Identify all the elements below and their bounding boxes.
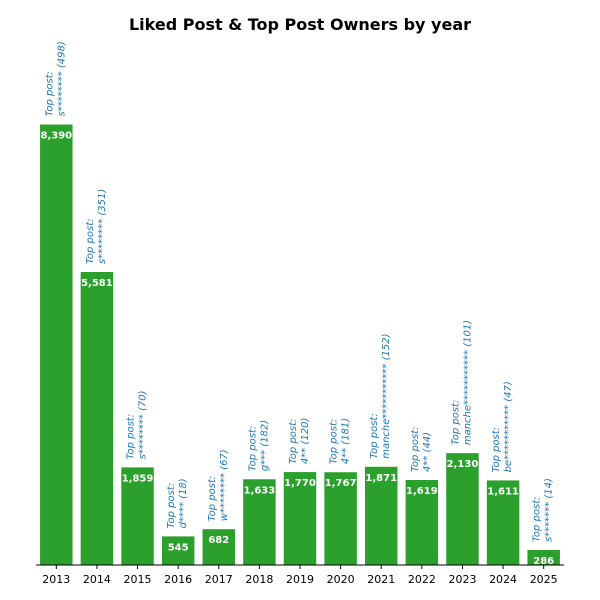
value-label-2014: 5,581 <box>81 278 113 289</box>
bar-2021 <box>364 466 398 565</box>
bars-group: 8,390 5,581 1,859 545 682 1,633 1,770 1,767 1,87… <box>40 124 560 567</box>
annotation-line-1: Top post: <box>207 476 218 521</box>
annotation-2022: Top post:4** (44) <box>410 427 433 472</box>
annotation-line-2: w******** (67) <box>219 449 230 521</box>
annotation-line-1: Top post: <box>369 413 380 458</box>
annotation-2015: Top post:s******** (70) <box>126 390 149 459</box>
annotation-line-2: manche*********** (101) <box>462 320 473 445</box>
value-label-2016: 545 <box>168 542 189 553</box>
bar-2019 <box>283 472 317 565</box>
annotation-2013: Top post:s******** (498) <box>44 41 67 116</box>
annotation-line-1: Top post: <box>247 426 258 471</box>
value-label-2013: 8,390 <box>40 131 72 142</box>
annotation-2014: Top post:s******** (351) <box>85 189 108 264</box>
bar-2017 <box>202 529 236 565</box>
x-tick-label-2023: 2023 <box>448 573 476 586</box>
annotation-line-2: s******** (498) <box>56 41 67 116</box>
annotation-2024: Top post:be*********** (47) <box>491 381 514 472</box>
value-label-2020: 1,767 <box>325 478 357 489</box>
annotation-2020: Top post:4** (181) <box>329 418 352 464</box>
annotation-line-2: 4** (120) <box>300 418 311 464</box>
value-label-2025: 286 <box>533 556 554 567</box>
annotation-line-1: Top post: <box>288 419 299 464</box>
annotation-line-2: g*** (182) <box>259 420 270 471</box>
annotation-line-1: Top post: <box>85 219 96 264</box>
annotation-line-1: Top post: <box>450 400 461 445</box>
annotations-group: Top post:s******** (498)Top post:s******… <box>44 41 554 542</box>
annotation-2018: Top post:g*** (182) <box>247 420 270 471</box>
annotation-2025: Top post:s******* (14) <box>532 478 555 542</box>
x-tick-label-2020: 2020 <box>327 573 355 586</box>
bar-2024 <box>486 480 520 565</box>
annotation-line-1: Top post: <box>44 71 55 116</box>
x-tick-label-2016: 2016 <box>164 573 192 586</box>
bar-2022 <box>405 480 439 565</box>
x-axis: 2013 2014 2015 2016 2017 2018 2019 2020 2021 2022… <box>36 564 564 586</box>
annotation-line-2: 4** (181) <box>341 418 352 464</box>
value-label-2018: 1,633 <box>244 485 276 496</box>
bar-2016 <box>161 536 195 565</box>
annotation-line-1: Top post: <box>329 419 340 464</box>
bar-2014 <box>80 271 114 565</box>
annotation-line-2: 4** (44) <box>422 432 433 472</box>
x-tick-label-2021: 2021 <box>367 573 395 586</box>
annotation-line-1: Top post: <box>126 414 137 459</box>
annotation-2023: Top post:manche*********** (101) <box>450 320 473 445</box>
x-tick-label-2014: 2014 <box>83 573 111 586</box>
bar-2018 <box>243 479 276 565</box>
x-tick-label-2017: 2017 <box>205 573 233 586</box>
annotation-line-2: s******** (70) <box>138 390 149 459</box>
value-label-2024: 1,611 <box>487 486 519 497</box>
annotation-2016: Top post:d**** (18) <box>166 478 189 528</box>
x-tick-label-2022: 2022 <box>408 573 436 586</box>
value-label-2022: 1,619 <box>406 486 438 497</box>
bar-2025 <box>527 549 560 565</box>
x-tick-label-2018: 2018 <box>245 573 273 586</box>
annotation-line-1: Top post: <box>166 483 177 528</box>
value-label-2015: 1,859 <box>122 473 154 484</box>
annotation-line-2: d**** (18) <box>178 478 189 528</box>
annotation-line-1: Top post: <box>410 427 421 472</box>
chart-title: Liked Post & Top Post Owners by year <box>129 15 471 34</box>
annotation-line-1: Top post: <box>491 427 502 472</box>
annotation-line-2: be*********** (47) <box>503 381 514 472</box>
value-label-2021: 1,871 <box>365 473 397 484</box>
annotation-line-2: s******** (351) <box>97 189 108 264</box>
annotation-2021: Top post:manche*********** (152) <box>369 334 392 459</box>
x-tick-label-2025: 2025 <box>530 573 558 586</box>
value-label-2017: 682 <box>208 535 229 546</box>
bar-2023 <box>446 453 479 565</box>
bar-2015 <box>121 467 154 565</box>
bar-2013 <box>40 124 73 566</box>
x-tick-label-2013: 2013 <box>42 573 70 586</box>
x-tick-label-2015: 2015 <box>124 573 152 586</box>
value-label-2019: 1,770 <box>284 478 316 489</box>
bar-2020 <box>324 472 357 565</box>
annotation-line-2: s******* (14) <box>544 478 555 542</box>
x-tick-label-2019: 2019 <box>286 573 314 586</box>
annotation-line-1: Top post: <box>532 497 543 542</box>
annotation-2017: Top post:w******** (67) <box>207 449 230 521</box>
x-tick-label-2024: 2024 <box>489 573 517 586</box>
value-label-2023: 2,130 <box>447 459 479 470</box>
annotation-2019: Top post:4** (120) <box>288 418 311 464</box>
annotation-line-2: manche*********** (152) <box>381 334 392 459</box>
